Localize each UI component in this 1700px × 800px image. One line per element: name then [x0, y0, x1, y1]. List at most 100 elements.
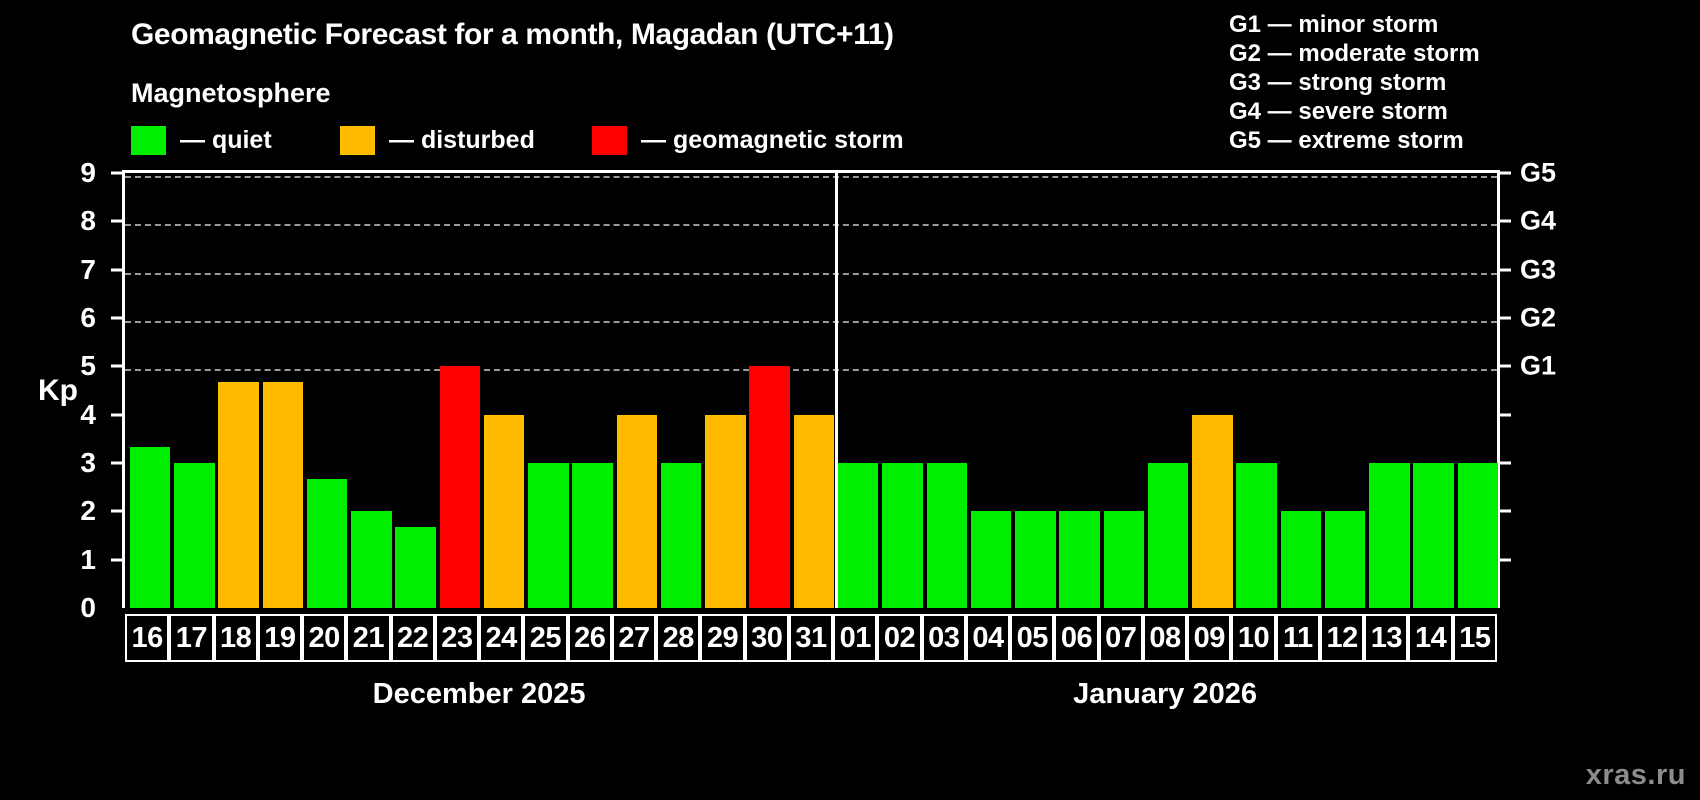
- bar-day-29: [705, 414, 746, 608]
- bar-day-22: [395, 527, 436, 608]
- legend-item-storm: — geomagnetic storm: [592, 125, 904, 155]
- y-tick-label-5: 5: [80, 350, 96, 382]
- bar-day-25: [528, 463, 569, 608]
- day-axis: 16 17 18 19 20 21 22 23 24 25 26 27 28 29 30 31 01 02 03 04…: [122, 614, 1500, 662]
- gridline-kp-6: [125, 321, 1497, 323]
- bar-day-05: [1015, 511, 1056, 608]
- gridline-kp-9: [125, 176, 1497, 178]
- y-tick-mark-9: [111, 171, 122, 175]
- bar-day-23: [439, 366, 481, 608]
- bar-day-13: [1369, 463, 1410, 608]
- bar-day-08: [1147, 463, 1189, 608]
- bars-layer: [125, 173, 1499, 608]
- bar-day-18: [218, 382, 259, 608]
- legend-swatch-quiet-icon: [131, 125, 166, 155]
- day-label-14: 14: [1408, 614, 1453, 662]
- g-axis-tick-G4: [1500, 219, 1511, 223]
- g-scale-row-3: G3 — strong storm: [1229, 69, 1447, 96]
- day-label-21: 21: [346, 614, 391, 662]
- g-axis-tick-minor-3: [1500, 461, 1511, 465]
- bar-day-15: [1457, 463, 1499, 608]
- g-scale-row-4: G4 — severe storm: [1229, 98, 1448, 125]
- y-tick-mark-1: [111, 558, 122, 562]
- g-axis-tick-G5: [1500, 171, 1511, 175]
- day-label-04: 04: [965, 614, 1011, 662]
- magnetosphere-label: Magnetosphere: [131, 78, 331, 108]
- g-axis-label-G1: G1: [1520, 350, 1557, 381]
- bar-day-10: [1236, 463, 1277, 608]
- y-tick-label-4: 4: [80, 398, 96, 430]
- g-scale-row-5: G5 — extreme storm: [1229, 127, 1464, 154]
- day-label-12: 12: [1319, 614, 1365, 662]
- y-tick-mark-5: [111, 364, 122, 368]
- day-label-26: 26: [567, 614, 612, 662]
- legend-item-quiet: — quiet: [131, 125, 272, 155]
- g-axis-tick-G1: [1500, 364, 1511, 368]
- day-label-06: 06: [1054, 614, 1099, 662]
- day-label-09: 09: [1187, 614, 1232, 662]
- y-tick-label-6: 6: [80, 302, 96, 333]
- bar-day-04: [970, 511, 1012, 608]
- y-tick-mark-3: [111, 461, 122, 465]
- plot-area: [122, 170, 1500, 608]
- g-axis-label-G5: G5: [1520, 157, 1557, 188]
- month-divider-line: [834, 173, 838, 608]
- bar-day-14: [1413, 463, 1454, 608]
- bar-day-12: [1324, 511, 1366, 608]
- day-label-15: 15: [1452, 614, 1497, 662]
- legend-item-disturbed: — disturbed: [340, 125, 535, 155]
- day-label-18: 18: [213, 614, 258, 662]
- g-scale-legend: G1 — minor storm G2 — moderate storm G3 — …: [1229, 10, 1480, 155]
- g-axis-tick-G2: [1500, 316, 1511, 320]
- bar-day-21: [351, 511, 392, 608]
- g-scale-row-1: G1 — minor storm: [1229, 11, 1439, 38]
- day-label-23: 23: [434, 614, 480, 662]
- month-caption-1: December 2025: [372, 678, 586, 710]
- page-title: Geomagnetic Forecast for a month, Magada…: [131, 18, 894, 51]
- bar-day-06: [1059, 511, 1100, 608]
- watermark: xras.ru: [1585, 759, 1686, 791]
- y-tick-label-2: 2: [80, 495, 96, 527]
- day-label-11: 11: [1275, 614, 1320, 662]
- gridline-kp-8: [125, 224, 1497, 227]
- bar-day-02: [882, 463, 923, 608]
- g-axis: G1 G2 G3 G4 G5: [1500, 0, 1700, 800]
- bar-day-31: [793, 414, 835, 608]
- y-tick-label-9: 9: [80, 157, 96, 188]
- day-label-27: 27: [611, 614, 657, 662]
- day-label-25: 25: [523, 614, 568, 662]
- bar-day-17: [174, 463, 215, 608]
- bar-day-28: [660, 463, 702, 608]
- day-label-19: 19: [257, 614, 303, 662]
- g-scale-row-2: G2 — moderate storm: [1229, 40, 1480, 67]
- y-tick-mark-8: [111, 219, 122, 223]
- day-label-31: 31: [788, 614, 834, 662]
- bar-day-11: [1280, 511, 1322, 608]
- bar-day-26: [572, 463, 613, 608]
- legend-swatch-storm-icon: [592, 125, 627, 155]
- bar-day-20: [306, 478, 348, 608]
- legend-label-disturbed: — disturbed: [389, 125, 535, 154]
- bar-day-03: [926, 463, 967, 608]
- gridline-kp-7: [125, 272, 1497, 275]
- g-axis-tick-minor-2: [1500, 509, 1511, 513]
- legend-swatch-disturbed-icon: [340, 125, 375, 155]
- day-label-01: 01: [833, 614, 878, 662]
- bar-day-24: [483, 414, 525, 608]
- bar-day-09: [1192, 414, 1233, 608]
- bar-day-01: [838, 463, 879, 608]
- y-axis-title: Kp: [38, 373, 78, 407]
- day-label-22: 22: [390, 614, 435, 662]
- bar-day-27: [616, 414, 658, 608]
- y-tick-mark-6: [111, 316, 122, 320]
- day-label-24: 24: [479, 614, 524, 662]
- day-label-17: 17: [169, 614, 214, 662]
- g-axis-tick-minor-4: [1500, 413, 1511, 417]
- day-label-20: 20: [302, 614, 347, 662]
- day-label-29: 29: [700, 614, 745, 662]
- day-label-30: 30: [744, 614, 789, 662]
- y-tick-label-3: 3: [80, 447, 96, 478]
- y-tick-label-7: 7: [80, 253, 96, 285]
- day-label-13: 13: [1364, 614, 1409, 662]
